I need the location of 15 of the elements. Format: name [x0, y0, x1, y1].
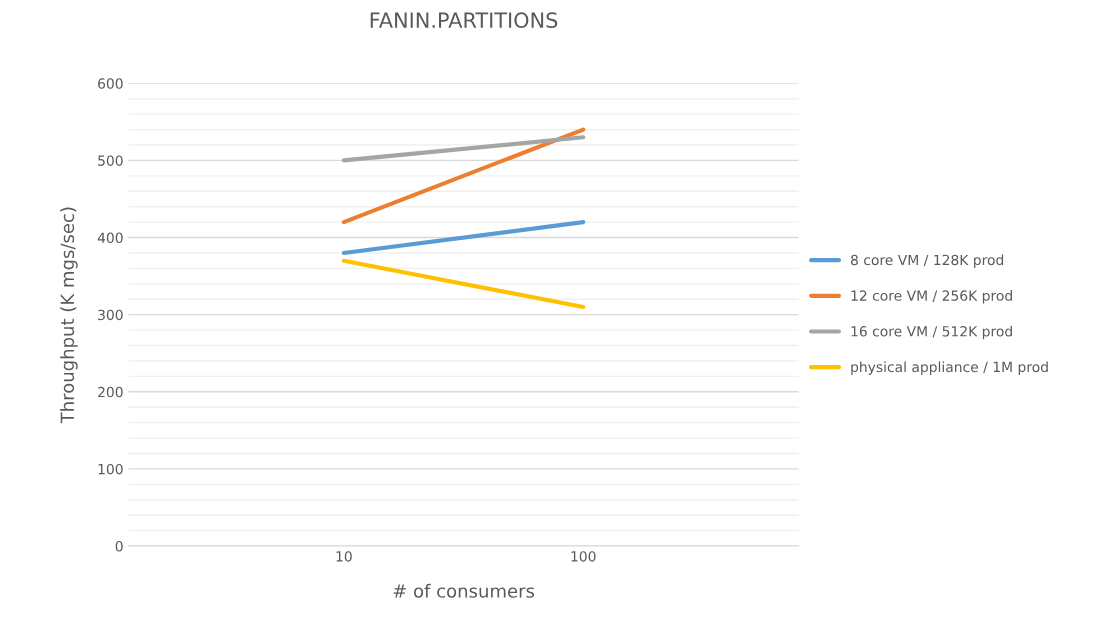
y-tick-label: 200: [98, 386, 123, 398]
x-tick-label: 10: [336, 551, 352, 562]
chart-title: FANIN.PARTITIONS: [370, 12, 558, 29]
y-tick-label: 400: [97, 232, 123, 244]
legend-label: physical appliance / 1M prod: [851, 361, 1048, 375]
y-tick-label: 600: [98, 78, 123, 89]
y-tick-label: 100: [98, 463, 123, 475]
y-axis-title: Throughput (K mgs/sec): [60, 207, 78, 424]
y-tick-label: 0: [115, 541, 123, 552]
x-axis-title: # of consumers: [393, 583, 535, 598]
legend-label: 12 core VM / 256K prod: [851, 290, 1012, 304]
legend-label: 8 core VM / 128K prod: [850, 254, 1004, 268]
y-tick-label: 300: [98, 309, 123, 321]
legend-label: 16 core VM / 512K prod: [851, 325, 1012, 340]
y-tick-label: 500: [98, 155, 123, 166]
